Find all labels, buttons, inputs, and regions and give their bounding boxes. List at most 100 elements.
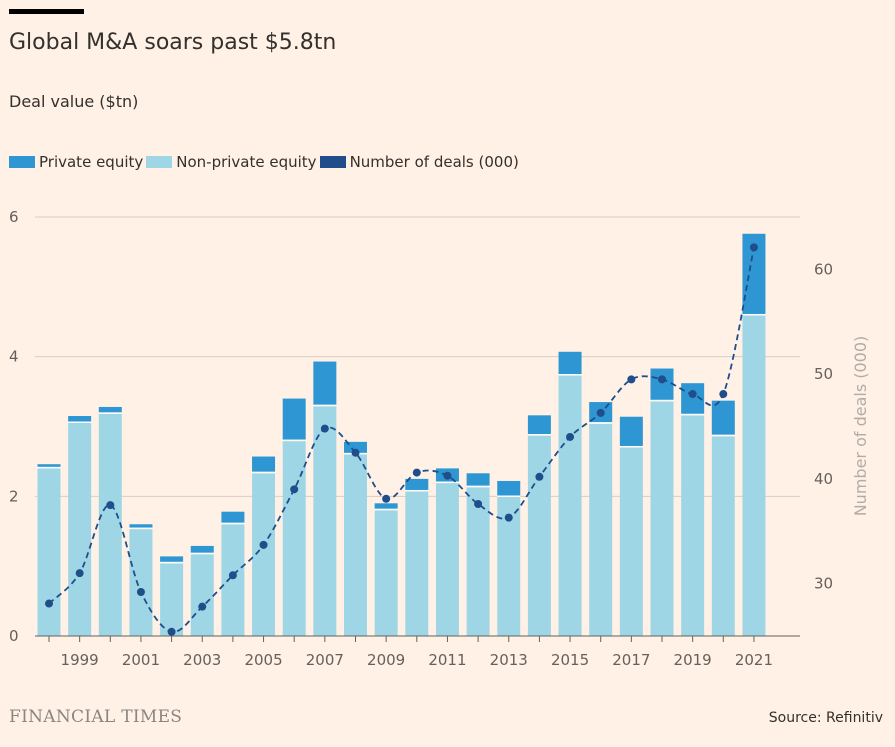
- bar-private-equity: [98, 406, 122, 413]
- bar-non-private-equity: [435, 483, 459, 636]
- bar-non-private-equity: [374, 510, 398, 636]
- bar-private-equity: [558, 351, 582, 375]
- legend-label-non-private-equity: Non-private equity: [176, 153, 317, 171]
- deals-point: [474, 500, 483, 509]
- bar-non-private-equity: [37, 468, 61, 636]
- deals-point: [658, 375, 666, 384]
- deals-point: [443, 471, 452, 480]
- bar-private-equity: [313, 361, 337, 405]
- bar-private-equity: [282, 398, 306, 440]
- bar-private-equity: [742, 233, 766, 314]
- deals-point: [749, 243, 758, 252]
- bar-non-private-equity: [282, 441, 306, 636]
- deals-point: [504, 513, 513, 522]
- bar-private-equity: [527, 415, 551, 435]
- deals-point: [566, 432, 575, 441]
- bar-private-equity: [497, 480, 521, 496]
- deals-point: [198, 602, 207, 611]
- legend-item-non-private-equity: Non-private equity: [146, 153, 317, 171]
- bar-non-private-equity: [619, 447, 643, 636]
- deals-point: [627, 375, 636, 384]
- chart-subtitle: Deal value ($tn): [9, 92, 139, 111]
- deals-point: [228, 571, 237, 580]
- chart-plot: 0 2 4 6 30 40 50 60 Number of deals (000) 1999 200…: [9, 208, 870, 669]
- bar-non-private-equity: [98, 413, 122, 636]
- bar-non-private-equity: [221, 524, 245, 636]
- legend-swatch-private-equity: [9, 156, 35, 168]
- y-tick-label: 4: [9, 348, 19, 366]
- bar-private-equity: [160, 556, 184, 562]
- y2-tick-label: 60: [814, 260, 833, 278]
- brand-logo: FINANCIAL TIMES: [9, 707, 183, 727]
- bar-non-private-equity: [527, 435, 551, 636]
- y2-axis-title: Number of deals (000): [851, 336, 870, 517]
- deals-point: [688, 390, 697, 399]
- bar-non-private-equity: [68, 423, 92, 636]
- bar-non-private-equity: [190, 554, 214, 636]
- x-tick-label: 2015: [551, 651, 589, 669]
- x-tick-label: 2019: [674, 651, 712, 669]
- bar-non-private-equity: [405, 491, 429, 636]
- bar-non-private-equity: [589, 423, 613, 636]
- bar-private-equity: [190, 545, 214, 553]
- legend-item-number-of-deals: Number of deals (000): [319, 153, 519, 171]
- bar-private-equity: [650, 368, 674, 400]
- bar-private-equity: [129, 524, 153, 528]
- x-tick-label: 2021: [735, 651, 773, 669]
- deals-line: [45, 243, 758, 636]
- deals-point: [75, 569, 84, 578]
- bar-non-private-equity: [558, 375, 582, 636]
- bar-non-private-equity: [681, 415, 705, 636]
- x-tick-label: 2005: [244, 651, 282, 669]
- y-tick-label: 6: [9, 208, 19, 226]
- deals-point: [290, 485, 299, 494]
- y-tick-label: 2: [9, 487, 19, 505]
- deals-point: [351, 448, 360, 457]
- bar-non-private-equity: [711, 436, 735, 636]
- legend-swatch-number-of-deals: [319, 156, 346, 168]
- deals-point: [719, 390, 728, 399]
- bar-private-equity: [68, 416, 92, 422]
- bar-non-private-equity: [497, 497, 521, 636]
- x-tick-label: 2017: [612, 651, 650, 669]
- bars: [37, 233, 766, 636]
- deals-point: [259, 540, 268, 549]
- bar-private-equity: [221, 511, 245, 523]
- bar-private-equity: [619, 416, 643, 446]
- x-tick-label: 2003: [183, 651, 221, 669]
- deals-point: [412, 468, 421, 477]
- legend-label-private-equity: Private equity: [39, 153, 144, 171]
- deals-line-path: [48, 247, 755, 633]
- bar-private-equity: [681, 383, 705, 414]
- deals-point: [535, 472, 544, 481]
- deals-point: [596, 408, 605, 417]
- bar-non-private-equity: [252, 473, 276, 636]
- bar-non-private-equity: [129, 529, 153, 636]
- x-tick-label: 2011: [428, 651, 466, 669]
- bar-non-private-equity: [466, 487, 490, 636]
- legend: Private equity Non-private equity Number…: [9, 153, 522, 171]
- bar-private-equity: [374, 503, 398, 509]
- bar-private-equity: [37, 464, 61, 467]
- y-tick-label: 0: [9, 627, 19, 645]
- x-tick-label: 2007: [306, 651, 344, 669]
- bar-non-private-equity: [344, 454, 367, 636]
- deals-point: [382, 494, 391, 503]
- bar-private-equity: [344, 441, 367, 453]
- deals-point: [45, 599, 53, 608]
- bar-non-private-equity: [160, 563, 184, 636]
- y2-tick-label: 50: [814, 365, 833, 383]
- bar-non-private-equity: [742, 315, 766, 636]
- y2-tick-label: 30: [814, 575, 833, 593]
- deals-point: [320, 424, 329, 433]
- deals-point: [167, 627, 176, 636]
- x-tick-label: 2009: [367, 651, 405, 669]
- bar-private-equity: [405, 478, 429, 490]
- deals-point: [106, 501, 115, 510]
- legend-label-number-of-deals: Number of deals (000): [349, 153, 519, 171]
- x-tick-label: 2013: [490, 651, 528, 669]
- bar-private-equity: [466, 473, 490, 486]
- legend-item-private-equity: Private equity: [9, 153, 143, 171]
- legend-swatch-non-private-equity: [146, 156, 173, 168]
- deals-point: [136, 588, 145, 597]
